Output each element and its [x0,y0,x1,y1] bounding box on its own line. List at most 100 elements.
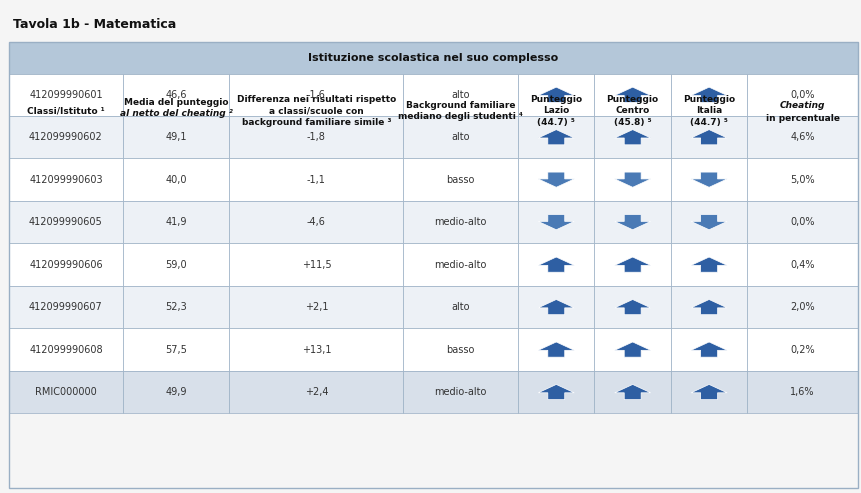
Bar [517,371,594,413]
Bar [517,116,594,158]
Bar [9,73,123,116]
Bar [229,201,403,244]
Text: alto: alto [451,90,469,100]
Text: 41,9: 41,9 [165,217,187,227]
Bar [670,244,746,286]
Bar [123,201,229,244]
Bar [746,73,857,116]
Text: in percentuale: in percentuale [765,114,839,123]
Bar [670,371,746,413]
Text: Classi/Istituto ¹: Classi/Istituto ¹ [27,106,105,115]
Bar [517,286,594,328]
Text: Istituzione scolastica nel suo complesso: Istituzione scolastica nel suo complesso [307,53,558,63]
Text: 412099990601: 412099990601 [29,90,102,100]
Polygon shape [691,257,727,272]
Bar [670,73,746,116]
Bar [229,73,403,148]
Text: 59,0: 59,0 [165,260,187,270]
Text: -1,1: -1,1 [307,175,325,185]
Bar [403,371,517,413]
Text: Punteggio
Centro
(45.8) ⁵: Punteggio Centro (45.8) ⁵ [606,95,658,127]
Bar [123,116,229,158]
Bar [746,116,857,158]
Bar [670,158,746,201]
Polygon shape [614,257,650,272]
Bar [123,286,229,328]
Text: 0,0%: 0,0% [790,217,814,227]
Bar [403,201,517,244]
Text: 412099990608: 412099990608 [29,345,102,354]
Polygon shape [614,172,650,187]
Bar [517,328,594,371]
Polygon shape [691,342,727,357]
Text: basso: basso [446,345,474,354]
Text: 52,3: 52,3 [165,302,187,312]
Bar [517,244,594,286]
Text: Differenza nei risultati rispetto
a classi/scuole con
background familiare simil: Differenza nei risultati rispetto a clas… [237,95,395,127]
Text: medio-alto: medio-alto [434,217,486,227]
Polygon shape [614,130,650,145]
Bar [403,116,517,158]
Text: 412099990607: 412099990607 [29,302,102,312]
Bar [670,286,746,328]
Text: 2,0%: 2,0% [790,302,814,312]
Text: 46,6: 46,6 [165,90,187,100]
Bar [594,201,670,244]
Bar [403,73,517,116]
Text: 1,6%: 1,6% [790,387,814,397]
Bar [123,371,229,413]
Bar [517,201,594,244]
Bar [229,73,403,116]
Text: alto: alto [451,302,469,312]
Polygon shape [691,130,727,145]
Bar [123,73,229,116]
Bar [594,328,670,371]
Text: 412099990603: 412099990603 [29,175,102,185]
Bar [746,158,857,201]
Bar [594,286,670,328]
Bar [594,244,670,286]
Bar [517,158,594,201]
Polygon shape [537,214,573,230]
Text: RMIC000000: RMIC000000 [35,387,96,397]
Text: 5,0%: 5,0% [790,175,814,185]
Text: medio-alto: medio-alto [434,260,486,270]
Text: 412099990606: 412099990606 [29,260,102,270]
Bar [517,73,594,148]
Bar [123,244,229,286]
Bar [670,73,746,148]
Text: +13,1: +13,1 [301,345,331,354]
Polygon shape [691,214,727,230]
Bar [229,116,403,158]
Text: -4,6: -4,6 [307,217,325,227]
Bar [403,286,517,328]
Text: 40,0: 40,0 [165,175,187,185]
Polygon shape [614,214,650,230]
Bar [229,158,403,201]
Text: +11,5: +11,5 [301,260,331,270]
Text: Punteggio
Lazio
(44.7) ⁵: Punteggio Lazio (44.7) ⁵ [530,95,582,127]
Text: +2,1: +2,1 [304,302,328,312]
Text: basso: basso [446,175,474,185]
Text: -1,8: -1,8 [307,132,325,142]
Bar [746,201,857,244]
Polygon shape [691,300,727,315]
Polygon shape [691,172,727,187]
Text: Tavola 1b - Matematica: Tavola 1b - Matematica [13,18,176,31]
Bar [9,158,123,201]
Bar [594,371,670,413]
Polygon shape [614,300,650,315]
Bar [229,328,403,371]
Bar [746,286,857,328]
Bar [746,73,857,148]
Text: Cheating: Cheating [779,102,824,110]
Bar [403,158,517,201]
Text: 57,5: 57,5 [165,345,187,354]
Polygon shape [691,385,727,400]
Bar [403,244,517,286]
Polygon shape [614,342,650,357]
Polygon shape [537,385,573,400]
Polygon shape [691,87,727,103]
Polygon shape [537,87,573,103]
Text: 49,9: 49,9 [165,387,187,397]
